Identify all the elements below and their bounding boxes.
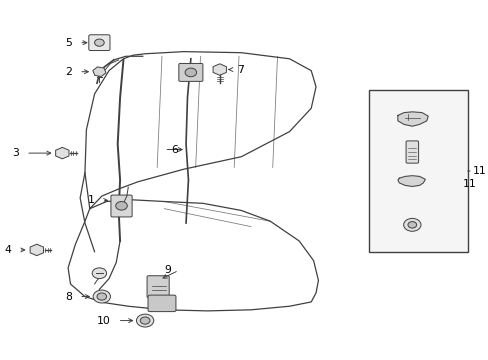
Polygon shape: [397, 176, 425, 186]
Text: 1: 1: [87, 195, 94, 206]
Text: 10: 10: [97, 316, 110, 325]
Text: 11: 11: [471, 166, 485, 176]
FancyBboxPatch shape: [111, 195, 132, 217]
Text: 4: 4: [4, 245, 11, 255]
FancyBboxPatch shape: [405, 141, 418, 163]
Circle shape: [97, 293, 106, 300]
Circle shape: [94, 39, 104, 46]
Circle shape: [184, 68, 196, 77]
Text: 2: 2: [65, 67, 72, 77]
Text: 7: 7: [236, 64, 243, 75]
FancyBboxPatch shape: [148, 295, 176, 312]
Text: 6: 6: [171, 144, 178, 154]
Text: 11: 11: [462, 179, 476, 189]
FancyBboxPatch shape: [147, 276, 169, 298]
Text: 9: 9: [164, 265, 171, 275]
Circle shape: [116, 202, 127, 210]
Circle shape: [93, 290, 110, 303]
Text: 3: 3: [12, 148, 19, 158]
Text: 5: 5: [65, 38, 72, 48]
Bar: [368, 90, 467, 252]
FancyBboxPatch shape: [179, 63, 203, 81]
Circle shape: [407, 222, 416, 228]
Circle shape: [403, 219, 420, 231]
Text: 8: 8: [65, 292, 72, 302]
FancyBboxPatch shape: [89, 35, 110, 50]
Circle shape: [92, 268, 106, 279]
Circle shape: [136, 314, 154, 327]
Polygon shape: [397, 112, 427, 126]
Circle shape: [140, 317, 150, 324]
